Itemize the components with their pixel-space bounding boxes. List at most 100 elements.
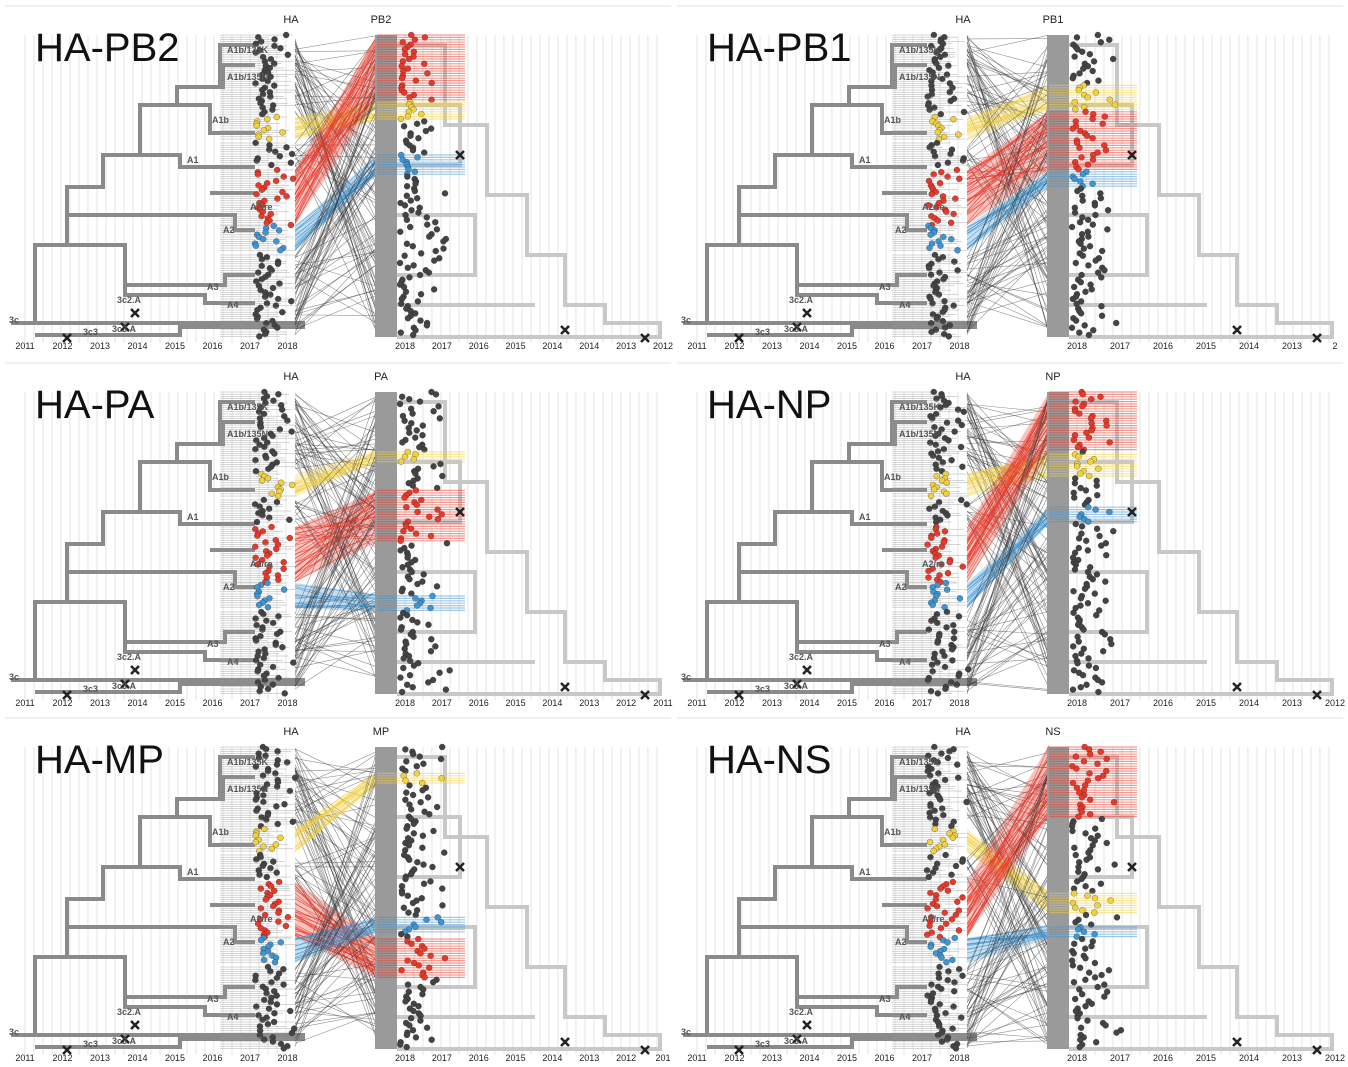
tip-dot xyxy=(954,247,961,254)
connection-line xyxy=(294,62,378,97)
clade-label: 3c3.A xyxy=(784,1036,809,1046)
connection-line xyxy=(294,919,378,940)
tip-dot xyxy=(288,150,296,158)
tip-dot xyxy=(264,116,271,123)
clade-label: A1b xyxy=(212,827,230,837)
connection-line xyxy=(966,782,1050,795)
tip-dot xyxy=(1095,77,1102,84)
connection-line xyxy=(966,410,1050,576)
tip-dot xyxy=(275,492,282,500)
tip-dot xyxy=(931,424,938,431)
tip-dot xyxy=(253,157,260,164)
tip-dot xyxy=(254,171,262,178)
connection-line xyxy=(294,929,378,956)
connection-line xyxy=(294,96,378,105)
tip-dot xyxy=(936,269,943,276)
tip-dot xyxy=(417,950,424,957)
tip-dot xyxy=(403,612,411,619)
connection-line xyxy=(966,1024,1050,1039)
tree-branch xyxy=(812,460,927,492)
connection-line xyxy=(966,104,1050,177)
tip-dot xyxy=(931,251,939,259)
connection-line xyxy=(966,985,1050,1010)
year-label: 2014 xyxy=(799,698,819,708)
tree-branch xyxy=(739,925,927,944)
tip-dot xyxy=(1069,827,1076,835)
tip-dot xyxy=(932,410,940,418)
connection-line xyxy=(966,290,1050,328)
tip-dot xyxy=(414,508,421,516)
clade-label: A1b/135N xyxy=(227,429,268,439)
tip-dot xyxy=(951,988,958,995)
tip-dot xyxy=(929,300,936,307)
year-label: 2016 xyxy=(469,1053,489,1063)
cross-marker xyxy=(734,1045,744,1055)
connection-line xyxy=(294,768,378,772)
tip-dot xyxy=(268,979,275,986)
tip-dot xyxy=(425,679,432,686)
tip-dot xyxy=(1089,67,1096,75)
year-label: 2012 xyxy=(724,698,744,708)
tip-dot xyxy=(261,911,269,919)
connection-line xyxy=(294,90,378,202)
tip-dot xyxy=(262,229,269,236)
tree-branch xyxy=(125,985,255,999)
tip-dot xyxy=(252,446,259,453)
cross-marker xyxy=(1232,682,1242,692)
tip-dot xyxy=(1091,909,1098,916)
tip-dot xyxy=(260,950,267,957)
tip-dot xyxy=(252,554,259,561)
clade-label: 3c3 xyxy=(755,1039,770,1049)
tip-dot xyxy=(283,193,290,200)
cross-marker xyxy=(62,333,72,343)
tip-dot xyxy=(407,1015,415,1022)
connection-line xyxy=(966,769,1050,973)
right-tree-label: PB1 xyxy=(1043,14,1064,26)
tip-dot xyxy=(930,171,937,178)
tip-dot xyxy=(1077,219,1084,226)
tip-dot xyxy=(1070,890,1078,897)
tip-dot xyxy=(441,190,449,197)
tip-dot xyxy=(440,245,447,252)
tip-dot xyxy=(269,106,276,113)
tip-bar xyxy=(375,392,397,694)
tip-dot xyxy=(941,841,948,848)
year-label: 2014 xyxy=(542,698,562,708)
connection-line xyxy=(294,978,378,1004)
tip-dot xyxy=(268,845,275,852)
tip-dot xyxy=(927,772,934,779)
tip-dot xyxy=(439,902,446,909)
tip-dot xyxy=(1094,492,1101,499)
tip-dot xyxy=(1083,856,1090,863)
tip-dot xyxy=(1079,403,1086,410)
tip-dot xyxy=(273,1001,281,1008)
connection-line xyxy=(966,394,1050,615)
tip-dot xyxy=(963,798,970,806)
connection-line xyxy=(294,586,378,608)
tip-dot xyxy=(928,328,935,336)
tip-dot xyxy=(253,518,261,526)
tip-dot xyxy=(944,754,952,762)
tip-dot xyxy=(254,668,261,675)
connection-line xyxy=(966,116,1050,176)
tip-dot xyxy=(1085,518,1092,525)
tip-dot xyxy=(267,93,274,100)
tip-dot xyxy=(266,514,273,521)
tip-dot xyxy=(252,763,259,770)
tip-dot xyxy=(284,51,291,58)
tip-dot xyxy=(927,688,935,695)
tip-dot xyxy=(264,439,271,446)
tip-dot xyxy=(1097,195,1104,202)
tip-dot xyxy=(1105,967,1113,974)
tree-branch xyxy=(67,600,255,662)
tip-dot xyxy=(933,530,941,537)
tip-dot xyxy=(1085,662,1093,669)
connection-line xyxy=(966,129,1050,188)
tip-dot xyxy=(404,264,412,271)
tip-dot xyxy=(959,563,966,570)
tip-dot xyxy=(1072,520,1079,528)
connection-line xyxy=(966,45,1050,68)
panel: HA-MP HA MP A1b/135K A1b/135N A1b A1 A2/re A2 A3 A… xyxy=(5,717,671,1067)
tip-dot xyxy=(260,785,268,792)
